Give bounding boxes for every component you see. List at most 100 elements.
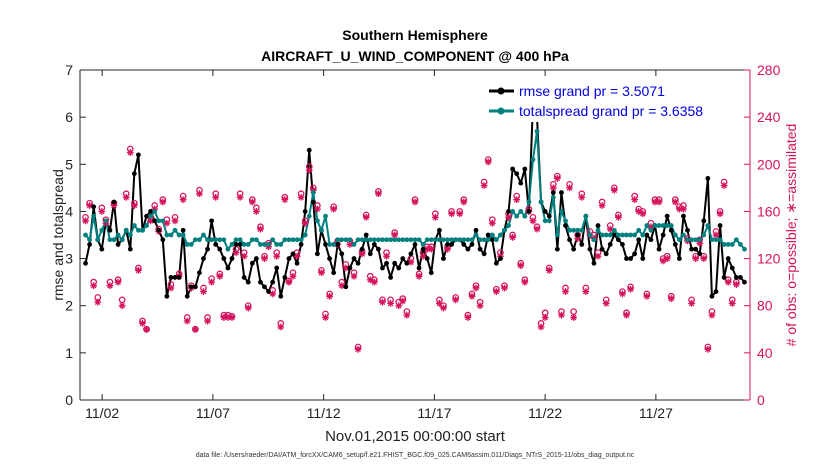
obs-assimilated-point <box>122 193 130 201</box>
obs-assimilated-point <box>281 196 289 204</box>
totalspread-point <box>510 209 516 214</box>
obs-assimilated-point <box>700 255 708 262</box>
totalspread-point <box>742 246 747 252</box>
obs-assimilated-point <box>305 166 313 174</box>
rmse-point <box>160 237 166 243</box>
obs-assimilated-point <box>619 290 626 298</box>
totalspread-point <box>526 199 532 205</box>
rmse-point <box>225 265 231 271</box>
rmse-point <box>107 227 113 233</box>
totalspread-point <box>538 199 544 205</box>
totalspread-point <box>363 237 369 243</box>
rmse-point <box>286 256 292 261</box>
totalspread-point <box>595 227 601 233</box>
totalspread-point <box>201 232 206 238</box>
totalspread-point <box>229 242 235 247</box>
legend-rmse-label: rmse grand pr = 3.5071 <box>519 83 665 99</box>
totalspread-point <box>310 190 316 195</box>
obs-assimilated-point <box>708 311 716 319</box>
rmse-point <box>351 256 357 261</box>
totalspread-point <box>131 223 137 228</box>
totalspread-point <box>286 237 292 243</box>
rmse-point <box>136 152 141 158</box>
obs-assimilated-point <box>627 285 634 293</box>
totalspread-point <box>522 213 528 219</box>
totalspread-point <box>176 232 182 238</box>
totalspread-point <box>713 237 719 243</box>
totalspread-point <box>437 237 442 243</box>
obs-assimilated-point <box>411 198 419 206</box>
rmse-point <box>375 246 381 252</box>
totalspread-point <box>294 237 300 243</box>
totalspread-point <box>502 227 507 233</box>
rmse-point <box>392 260 398 266</box>
rmse-point <box>176 275 182 280</box>
obs-assimilated-point <box>379 298 386 306</box>
totalspread-point <box>725 242 731 247</box>
obs-assimilated-point <box>82 217 89 225</box>
totalspread-point <box>644 223 650 228</box>
rmse-point <box>188 284 194 290</box>
obs-assimilated-point <box>208 278 216 286</box>
rmse-point <box>192 284 198 290</box>
totalspread-point <box>607 232 613 238</box>
rmse-point <box>428 270 434 276</box>
totalspread-point <box>115 232 121 238</box>
rmse-point <box>99 246 105 252</box>
rmse-point <box>672 242 678 247</box>
chart-title: Southern Hemisphere <box>342 27 488 43</box>
totalspread-point <box>587 232 593 238</box>
obs-assimilated-point <box>468 292 476 300</box>
obs-assimilated-point <box>326 292 333 300</box>
rmse-point <box>172 275 178 280</box>
totalspread-point <box>302 232 308 238</box>
rmse-point <box>131 171 137 177</box>
obs-assimilated-point <box>582 288 590 295</box>
rmse-point <box>229 256 235 261</box>
totalspread-point <box>632 232 638 238</box>
totalspread-point <box>709 237 715 243</box>
totalspread-point <box>351 242 357 247</box>
totalspread-point <box>371 237 377 243</box>
rmse-point <box>567 237 572 243</box>
totalspread-point <box>209 237 215 243</box>
obs-assimilated-point <box>472 284 480 292</box>
obs-assimilated-point <box>261 255 268 262</box>
totalspread-point <box>611 227 617 233</box>
obs-assimilated-point <box>171 217 179 225</box>
totalspread-point <box>233 237 239 243</box>
obs-assimilated-point <box>492 288 500 295</box>
obs-assimilated-point <box>244 304 252 312</box>
obs-assimilated-point <box>594 252 602 260</box>
totalspread-point <box>424 237 430 243</box>
rmse-point <box>233 242 239 247</box>
rmse-point <box>347 265 353 271</box>
totalspread-point <box>681 232 686 238</box>
totalspread-point <box>563 218 568 224</box>
obs-assimilated-point <box>448 210 456 218</box>
y2-tick-label: 200 <box>757 156 781 172</box>
obs-assimilated-point <box>610 186 618 194</box>
obs-assimilated-point <box>578 193 586 201</box>
rmse-point <box>294 260 300 266</box>
obs-assimilated-point <box>728 299 736 307</box>
rmse-point <box>660 232 666 238</box>
obs-assimilated-point <box>732 281 740 288</box>
rmse-point <box>485 232 491 238</box>
totalspread-point <box>290 237 296 243</box>
rmse-point <box>355 260 361 266</box>
totalspread-point <box>221 237 227 243</box>
obs-assimilated-point <box>566 184 573 192</box>
legend-rmse-marker <box>497 87 505 95</box>
rmse-point <box>359 246 365 252</box>
totalspread-point <box>160 218 166 224</box>
rmse-point <box>323 242 328 247</box>
rmse-point <box>550 190 556 195</box>
rmse-point <box>87 242 93 247</box>
obs-assimilated-point <box>602 299 610 307</box>
obs-assimilated-point <box>370 278 378 286</box>
totalspread-point <box>91 213 97 219</box>
obs-assimilated-point <box>549 184 557 192</box>
rmse-point <box>152 218 158 224</box>
obs-assimilated-point <box>330 205 338 213</box>
